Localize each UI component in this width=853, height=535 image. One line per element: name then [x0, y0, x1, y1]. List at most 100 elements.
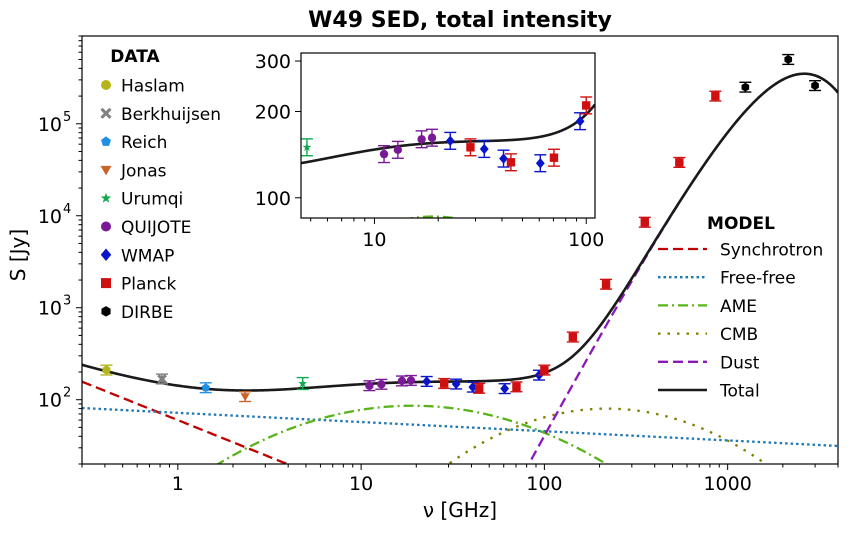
- y-tick-exponent: 3: [63, 294, 71, 309]
- legend-marker-wmap: [100, 248, 112, 262]
- x-tick-label-1000: 1000: [703, 473, 751, 495]
- data-point-reich-0: [201, 383, 210, 392]
- data-point-wmap-1: [479, 143, 489, 155]
- legend-label-ame: AME: [720, 297, 757, 317]
- data-point-quijote-0: [379, 149, 389, 159]
- data-point-dirbe-0: [741, 82, 750, 92]
- inset-y-tick-label-100: 100: [255, 188, 291, 210]
- legend-label-berkhuijsen: Berkhuijsen: [121, 105, 221, 125]
- x-axis-label: ν [GHz]: [423, 498, 497, 522]
- data-point-quijote-1: [377, 380, 386, 389]
- y-tick-label-1e2: 10 2: [38, 386, 71, 412]
- model-legend-title: MODEL: [707, 214, 775, 234]
- legend-marker-berkhuijsen-stroke-b: [100, 107, 112, 119]
- legend-label-dirbe: DIRBE: [121, 303, 173, 323]
- data-point-planck-0: [466, 143, 475, 152]
- legend-label-wmap: WMAP: [121, 246, 174, 266]
- data-point-quijote-1: [393, 145, 403, 155]
- y-axis-label: S [Jy]: [6, 229, 30, 281]
- model-curve-ame: [406, 215, 461, 218]
- inset-data-points: [300, 96, 593, 173]
- y-tick-base: 10: [38, 206, 62, 228]
- legend-marker-reich: [101, 136, 111, 146]
- data-point-jonas-0: [240, 393, 250, 402]
- y-tick-exponent: 4: [63, 202, 71, 217]
- legend-label-cmb: CMB: [720, 325, 758, 345]
- data-point-quijote-2: [417, 135, 426, 144]
- legend-marker-haslam: [101, 80, 111, 90]
- legend-label-jonas: Jonas: [120, 161, 167, 181]
- inset-y-tick-label-200: 200: [255, 101, 291, 123]
- legend-marker-jonas: [100, 165, 112, 176]
- data-point-planck-7: [675, 158, 684, 167]
- legend-label-quijote: QUIJOTE: [121, 218, 191, 238]
- data-point-planck-0: [439, 379, 449, 388]
- y-tick-label-1e4: 10 4: [38, 202, 71, 228]
- chart-title: W49 SED, total intensity: [308, 8, 612, 33]
- data-point-quijote-3: [427, 133, 437, 142]
- data-point-planck-3: [582, 101, 591, 110]
- data-point-quijote-2: [397, 376, 407, 386]
- data-point-wmap-3: [535, 157, 545, 169]
- data-point-planck-2: [512, 382, 521, 392]
- data-point-quijote-3: [406, 376, 416, 385]
- data-point-quijote-0: [365, 381, 374, 390]
- legend-marker-berkhuijsen: [100, 107, 112, 119]
- model-legend: MODEL Synchrotron Free-free AME CMB Dust Total: [658, 214, 823, 402]
- inset-chart: 10 100 100 200 300: [255, 51, 605, 251]
- x-tick-label-1: 1: [172, 473, 184, 495]
- plot-frame: [81, 35, 839, 465]
- data-point-planck-2: [549, 153, 559, 162]
- data-point-dirbe-2: [811, 81, 819, 91]
- data-point-berkhuijsen-0-stroke-b: [157, 374, 167, 384]
- inset-x-tick-label-10: 10: [362, 229, 386, 251]
- legend-marker-dirbe: [101, 306, 111, 317]
- legend-label-synchrotron: Synchrotron: [720, 241, 823, 261]
- data-point-haslam-0: [102, 365, 111, 375]
- y-tick-base: 10: [38, 390, 62, 412]
- data-point-wmap-0: [422, 376, 432, 387]
- y-tick-exponent: 5: [63, 110, 71, 125]
- data-point-wmap-3: [500, 383, 510, 394]
- model-curve-ame: [215, 404, 609, 464]
- data-point-wmap-4: [575, 115, 585, 127]
- legend-marker-planck: [101, 278, 111, 289]
- data-points: [100, 53, 822, 403]
- data-point-planck-3: [540, 365, 549, 375]
- data-point-urumqi-0: [302, 142, 312, 152]
- legend-label-dust: Dust: [720, 353, 760, 373]
- legend-label-urumqi: Urumqi: [121, 190, 183, 210]
- data-point-planck-8: [711, 91, 720, 101]
- data-point-wmap-1: [451, 378, 461, 390]
- legend-label-planck: Planck: [121, 275, 177, 295]
- model-curve-synchrotron: [82, 380, 291, 464]
- data-point-urumqi-0: [298, 378, 308, 388]
- data-point-planck-1: [506, 158, 516, 167]
- legend-label-haslam: Haslam: [121, 77, 185, 97]
- y-tick-exponent: 2: [63, 386, 71, 401]
- data-point-dirbe-1: [784, 55, 793, 64]
- data-point-wmap-2: [499, 153, 508, 164]
- data-legend-title: DATA: [110, 47, 160, 67]
- y-tick-label-1e5: 10 5: [38, 110, 71, 136]
- y-tick-base: 10: [38, 298, 62, 320]
- legend-marker-urumqi: [100, 192, 112, 203]
- legend-label-free-free: Free-free: [720, 269, 796, 289]
- data-point-planck-1: [475, 384, 484, 393]
- inset-y-tick-label-300: 300: [255, 51, 291, 73]
- y-tick-base: 10: [38, 114, 62, 136]
- model-curve-cmb: [446, 407, 768, 464]
- x-tick-label-10: 10: [349, 473, 373, 495]
- data-point-wmap-0: [445, 135, 455, 147]
- inset-x-tick-label-100: 100: [568, 229, 604, 251]
- data-point-planck-6: [640, 218, 649, 227]
- inset-frame: [300, 52, 596, 219]
- legend-label-reich: Reich: [121, 133, 167, 153]
- data-point-planck-5: [601, 280, 611, 289]
- y-tick-label-1e3: 10 3: [38, 294, 71, 320]
- data-point-berkhuijsen-0: [157, 374, 167, 384]
- x-tick-label-100: 100: [526, 473, 562, 495]
